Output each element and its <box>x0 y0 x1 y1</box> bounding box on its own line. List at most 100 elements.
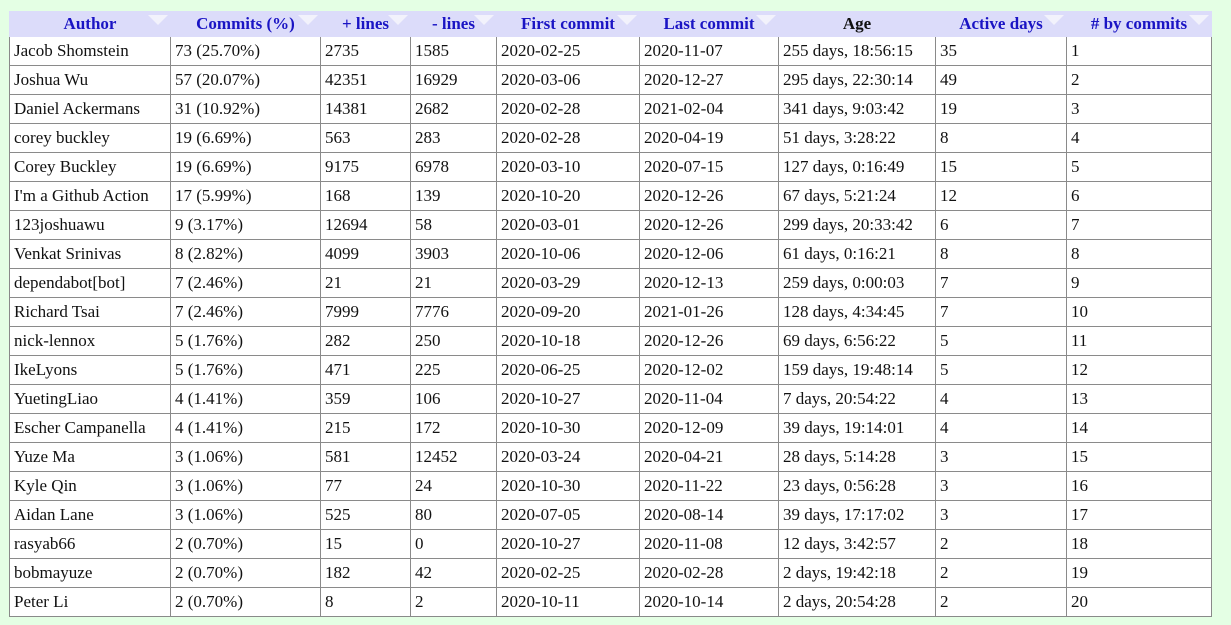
table-row: Daniel Ackermans 31 (10.92%) 14381 2682 2020… <box>9 94 1212 124</box>
author-cell: bobmayuze <box>9 558 171 588</box>
lines-added-cell: 8 <box>320 587 411 617</box>
author-cell: rasyab66 <box>9 529 171 559</box>
first-commit-cell: 2020-10-11 <box>496 587 640 617</box>
active-days-cell: 8 <box>935 123 1067 153</box>
header-rank-by-commits[interactable]: # by commits <box>1066 11 1212 37</box>
table-row: YuetingLiao 4 (1.41%) 359 106 2020-10-27 2020… <box>9 384 1212 414</box>
first-commit-cell: 2020-02-25 <box>496 558 640 588</box>
header-active-days[interactable]: Active days <box>935 11 1067 37</box>
last-commit-cell: 2020-11-08 <box>639 529 779 559</box>
table-row: Venkat Srinivas 8 (2.82%) 4099 3903 2020-10-… <box>9 239 1212 269</box>
last-commit-cell: 2020-12-13 <box>639 268 779 298</box>
age-cell: 127 days, 0:16:49 <box>778 152 936 182</box>
active-days-cell: 3 <box>935 471 1067 501</box>
rank-cell: 8 <box>1066 239 1212 269</box>
active-days-cell: 35 <box>935 36 1067 66</box>
lines-added-cell: 15 <box>320 529 411 559</box>
lines-removed-cell: 16929 <box>410 65 497 95</box>
header-row: Author Commits (%) + lines - lines First… <box>9 11 1212 37</box>
table-row: 123joshuawu 9 (3.17%) 12694 58 2020-03-01 202… <box>9 210 1212 240</box>
author-cell: IkeLyons <box>9 355 171 385</box>
last-commit-cell: 2020-12-09 <box>639 413 779 443</box>
table-body: Jacob Shomstein 73 (25.70%) 2735 1585 2020-0… <box>9 36 1212 617</box>
lines-removed-cell: 283 <box>410 123 497 153</box>
lines-added-cell: 471 <box>320 355 411 385</box>
author-cell: nick-lennox <box>9 326 171 356</box>
age-cell: 61 days, 0:16:21 <box>778 239 936 269</box>
commits-cell: 9 (3.17%) <box>170 210 321 240</box>
lines-removed-cell: 2682 <box>410 94 497 124</box>
rank-cell: 6 <box>1066 181 1212 211</box>
rank-cell: 7 <box>1066 210 1212 240</box>
lines-removed-cell: 0 <box>410 529 497 559</box>
age-cell: 159 days, 19:48:14 <box>778 355 936 385</box>
lines-removed-cell: 106 <box>410 384 497 414</box>
table-row: I'm a Github Action 17 (5.99%) 168 139 2020-… <box>9 181 1212 211</box>
commits-cell: 2 (0.70%) <box>170 558 321 588</box>
header-author[interactable]: Author <box>9 11 171 37</box>
age-cell: 67 days, 5:21:24 <box>778 181 936 211</box>
commits-cell: 8 (2.82%) <box>170 239 321 269</box>
commits-cell: 3 (1.06%) <box>170 500 321 530</box>
commits-cell: 3 (1.06%) <box>170 471 321 501</box>
lines-added-cell: 525 <box>320 500 411 530</box>
active-days-cell: 7 <box>935 297 1067 327</box>
rank-cell: 9 <box>1066 268 1212 298</box>
active-days-cell: 12 <box>935 181 1067 211</box>
lines-removed-cell: 2 <box>410 587 497 617</box>
header-age[interactable]: Age <box>778 11 936 37</box>
last-commit-cell: 2020-12-27 <box>639 65 779 95</box>
commits-cell: 4 (1.41%) <box>170 413 321 443</box>
active-days-cell: 4 <box>935 413 1067 443</box>
header-last-commit[interactable]: Last commit <box>639 11 779 37</box>
commits-cell: 7 (2.46%) <box>170 297 321 327</box>
lines-removed-cell: 250 <box>410 326 497 356</box>
lines-removed-cell: 6978 <box>410 152 497 182</box>
active-days-cell: 49 <box>935 65 1067 95</box>
lines-added-cell: 359 <box>320 384 411 414</box>
author-cell: Corey Buckley <box>9 152 171 182</box>
commits-cell: 2 (0.70%) <box>170 529 321 559</box>
table-row: Peter Li 2 (0.70%) 8 2 2020-10-11 2020-10-14 2… <box>9 587 1212 617</box>
header-lines-removed[interactable]: - lines <box>410 11 497 37</box>
rank-cell: 16 <box>1066 471 1212 501</box>
first-commit-cell: 2020-02-25 <box>496 36 640 66</box>
age-cell: 255 days, 18:56:15 <box>778 36 936 66</box>
last-commit-cell: 2021-01-26 <box>639 297 779 327</box>
lines-removed-cell: 12452 <box>410 442 497 472</box>
first-commit-cell: 2020-10-27 <box>496 529 640 559</box>
first-commit-cell: 2020-10-27 <box>496 384 640 414</box>
lines-added-cell: 2735 <box>320 36 411 66</box>
lines-removed-cell: 7776 <box>410 297 497 327</box>
table-row: nick-lennox 5 (1.76%) 282 250 2020-10-18 2020… <box>9 326 1212 356</box>
commits-cell: 5 (1.76%) <box>170 355 321 385</box>
active-days-cell: 4 <box>935 384 1067 414</box>
rank-cell: 17 <box>1066 500 1212 530</box>
table-row: Corey Buckley 19 (6.69%) 9175 6978 2020-03-1… <box>9 152 1212 182</box>
author-cell: Kyle Qin <box>9 471 171 501</box>
lines-added-cell: 282 <box>320 326 411 356</box>
commits-cell: 31 (10.92%) <box>170 94 321 124</box>
header-lines-added[interactable]: + lines <box>320 11 411 37</box>
table-row: Escher Campanella 4 (1.41%) 215 172 2020-10-… <box>9 413 1212 443</box>
table-row: bobmayuze 2 (0.70%) 182 42 2020-02-25 2020-02… <box>9 558 1212 588</box>
table-row: IkeLyons 5 (1.76%) 471 225 2020-06-25 2020-12… <box>9 355 1212 385</box>
lines-removed-cell: 1585 <box>410 36 497 66</box>
commits-cell: 17 (5.99%) <box>170 181 321 211</box>
lines-removed-cell: 42 <box>410 558 497 588</box>
lines-added-cell: 77 <box>320 471 411 501</box>
rank-cell: 14 <box>1066 413 1212 443</box>
lines-added-cell: 9175 <box>320 152 411 182</box>
header-commits[interactable]: Commits (%) <box>170 11 321 37</box>
lines-removed-cell: 24 <box>410 471 497 501</box>
rank-cell: 20 <box>1066 587 1212 617</box>
commits-cell: 4 (1.41%) <box>170 384 321 414</box>
last-commit-cell: 2020-02-28 <box>639 558 779 588</box>
age-cell: 28 days, 5:14:28 <box>778 442 936 472</box>
header-first-commit[interactable]: First commit <box>496 11 640 37</box>
lines-removed-cell: 80 <box>410 500 497 530</box>
first-commit-cell: 2020-07-05 <box>496 500 640 530</box>
lines-removed-cell: 139 <box>410 181 497 211</box>
first-commit-cell: 2020-02-28 <box>496 123 640 153</box>
age-cell: 69 days, 6:56:22 <box>778 326 936 356</box>
